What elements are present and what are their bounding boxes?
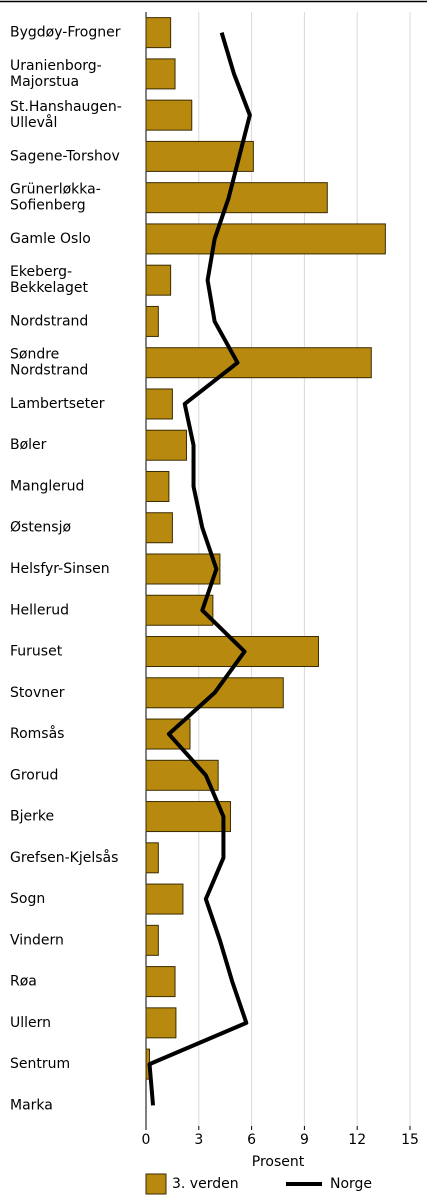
y-tick-label: Bjerke: [10, 809, 54, 825]
y-tick-label: Bygdøy-Frogner: [10, 25, 121, 41]
y-tick-label: Helsfyr-Sinsen: [10, 561, 110, 577]
bar: [145, 264, 172, 296]
y-tick-label: Ekeberg-Bekkelaget: [10, 264, 89, 296]
y-tick-label: Sagene-Torshov: [10, 148, 120, 164]
bar: [145, 842, 159, 874]
bar: [145, 388, 173, 420]
bar: [145, 58, 176, 90]
x-tick-label: 12: [348, 1132, 366, 1148]
y-tick-label: Ullern: [10, 1015, 51, 1031]
y-tick-label: Grünerløkka-Sofienberg: [10, 182, 101, 214]
x-tick-label: 0: [142, 1132, 151, 1148]
y-tick-label: Furuset: [10, 644, 63, 660]
x-tick-label: 6: [247, 1132, 256, 1148]
y-tick-label: Bøler: [10, 437, 47, 453]
y-tick-label: Røa: [10, 974, 37, 990]
legend-swatch: [145, 1173, 167, 1195]
y-tick-label: Gamle Oslo: [10, 231, 91, 247]
bar: [145, 223, 386, 255]
x-tick-label: 9: [300, 1132, 309, 1148]
y-tick-label: Manglerud: [10, 478, 84, 494]
y-tick-label: Søndre Nordstrand: [10, 347, 88, 379]
y-tick-label: Sogn: [10, 891, 45, 907]
y-tick-label: Østensjø: [10, 520, 71, 536]
y-tick-label: Sentrum: [10, 1056, 70, 1072]
bar: [145, 924, 159, 956]
x-axis-label: Prosent: [252, 1154, 305, 1170]
bar: [145, 429, 187, 461]
x-tick-label: 3: [194, 1132, 203, 1148]
bar: [145, 512, 173, 544]
bar: [145, 347, 372, 379]
y-tick-label: Stovner: [10, 685, 65, 701]
y-tick-label: Grefsen-Kjelsås: [10, 849, 118, 866]
legend-label: Norge: [330, 1176, 372, 1192]
bar: [145, 553, 221, 585]
y-tick-label: Vindern: [10, 932, 64, 948]
y-tick-label: Nordstrand: [10, 313, 88, 329]
y-tick-label: St.Hanshaugen-Ullevål: [10, 99, 122, 131]
y-tick-label: Marka: [10, 1097, 53, 1113]
legend-label: 3. verden: [172, 1176, 239, 1192]
y-tick-label: Uranienborg-Majorstua: [10, 58, 102, 90]
bar: [145, 182, 328, 214]
y-tick-label: Grorud: [10, 767, 58, 783]
bar: [145, 305, 159, 337]
bar: [145, 99, 193, 131]
y-tick-label: Romsås: [10, 725, 64, 742]
y-tick-label: Lambertseter: [10, 396, 105, 412]
bar: [145, 1007, 177, 1039]
bar: [145, 470, 170, 502]
x-tick-label: 15: [401, 1132, 419, 1148]
bar: [145, 966, 176, 998]
bar: [145, 883, 184, 915]
line: [147, 32, 252, 1106]
bar: [145, 801, 231, 833]
bar: [145, 17, 172, 49]
y-tick-label: Hellerud: [10, 602, 69, 618]
